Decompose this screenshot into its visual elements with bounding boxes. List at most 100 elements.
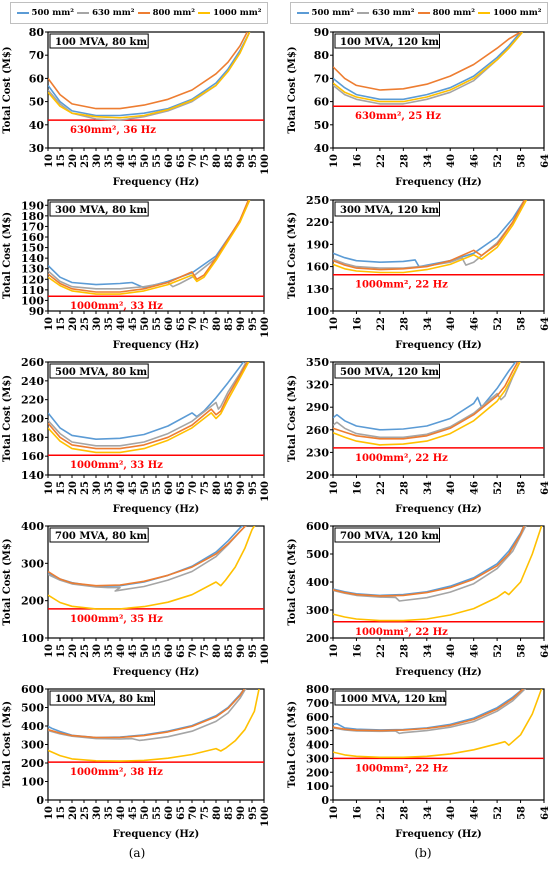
x-tick-label: 46 [470, 806, 481, 820]
x-tick-label: 46 [470, 317, 481, 331]
legend-entry: 800 mm² [137, 8, 195, 18]
y-tick-label: 110 [21, 284, 44, 297]
x-tick-label: 80 [212, 317, 223, 331]
x-tick-label: 25 [80, 806, 91, 820]
y-tick-label: 600 [21, 683, 44, 696]
legend-swatch [198, 12, 211, 14]
x-tick-label: 45 [128, 806, 139, 820]
x-tick-label: 34 [423, 154, 434, 168]
x-tick-label: 16 [352, 644, 363, 658]
y-tick-label: 600 [306, 520, 329, 533]
x-tick-label: 55 [152, 317, 163, 331]
series-line [48, 526, 256, 610]
y-axis-label: Total Cost (M$) [287, 701, 298, 788]
chart-title-box [49, 527, 149, 543]
legend-entry: 500 mm² [16, 8, 74, 18]
series-line [48, 32, 251, 117]
x-tick-label: 22 [376, 317, 387, 331]
x-tick-label: 70 [188, 317, 199, 331]
y-tick-label: 500 [306, 548, 329, 561]
x-tick-label: 90 [236, 154, 247, 168]
x-tick-label: 80 [212, 644, 223, 658]
chart-panel: 200 300 400 500 600 10 16 22 28 34 40 46 52 58 64 700 M… [287, 520, 550, 678]
legend-entry: 630 mm² [357, 8, 414, 18]
y-tick-label: 260 [21, 356, 44, 369]
chart-title: 700 MVA, 80 km [55, 531, 147, 542]
x-tick-label: 64 [540, 806, 550, 820]
chart-title-box [334, 363, 440, 379]
y-tick-label: 400 [21, 520, 44, 533]
chart-title: 100 MVA, 80 km [55, 37, 147, 48]
x-axis-label: Frequency (Hz) [113, 829, 199, 840]
y-tick-label: 300 [21, 557, 44, 570]
x-tick-label: 55 [152, 644, 163, 658]
series-line [48, 362, 245, 441]
x-tick-label: 34 [423, 481, 434, 495]
x-axis-label: Frequency (Hz) [113, 340, 199, 351]
x-tick-label: 30 [92, 481, 103, 495]
y-tick-label: 350 [306, 356, 329, 369]
series-line [333, 32, 522, 101]
x-tick-label: 64 [540, 154, 550, 168]
x-tick-label: 15 [56, 806, 67, 820]
y-tick-label: 100 [306, 305, 329, 318]
min-cost-annotation: 1000mm², 22 Hz [355, 280, 448, 291]
x-tick-label: 58 [517, 481, 528, 495]
y-axis-label: Total Cost (M$) [2, 212, 13, 299]
y-tick-label: 500 [21, 702, 44, 715]
series-line [333, 526, 525, 597]
y-tick-label: 200 [21, 413, 44, 426]
x-tick-label: 50 [140, 154, 151, 168]
series-group [48, 526, 256, 610]
chart-title: 300 MVA, 80 km [55, 205, 147, 216]
y-tick-label: 300 [21, 739, 44, 752]
y-axis-label: Total Cost (M$) [287, 212, 298, 299]
chart-title-box [49, 201, 149, 217]
plot-frame [332, 361, 545, 476]
chart-title-box [49, 690, 155, 706]
x-tick-label: 22 [376, 644, 387, 658]
legend-label: 500 mm² [31, 8, 74, 18]
series-line [333, 689, 525, 732]
legend-swatch [77, 12, 90, 14]
x-tick-label: 60 [164, 481, 175, 495]
legend-swatch [478, 12, 491, 14]
x-tick-label: 45 [128, 317, 139, 331]
x-tick-label: 64 [540, 644, 550, 658]
min-cost-annotation: 1000mm², 38 Hz [70, 767, 163, 778]
plot-frame [47, 31, 265, 149]
y-tick-label: 190 [306, 238, 329, 251]
y-tick-label: 500 [306, 725, 329, 738]
x-tick-label: 28 [399, 154, 410, 168]
x-tick-label: 65 [176, 154, 187, 168]
x-tick-label: 25 [80, 317, 91, 331]
series-line [333, 689, 543, 759]
plot-frame [332, 199, 545, 312]
y-tick-label: 150 [21, 242, 44, 255]
y-tick-label: 220 [306, 216, 329, 229]
x-tick-label: 75 [200, 317, 211, 331]
plot-frame [332, 31, 545, 149]
y-tick-label: 260 [306, 424, 329, 437]
x-tick-label: 28 [399, 806, 410, 820]
min-cost-annotation: 630mm², 36 Hz [70, 125, 156, 136]
x-tick-label: 64 [540, 481, 550, 495]
x-tick-label: 52 [493, 317, 504, 331]
y-tick-label: 100 [21, 776, 44, 789]
y-tick-label: 160 [306, 261, 329, 274]
x-tick-label: 25 [80, 644, 91, 658]
y-tick-label: 0 [36, 794, 44, 807]
x-tick-label: 90 [236, 806, 247, 820]
y-tick-label: 140 [21, 252, 44, 265]
x-tick-label: 30 [92, 317, 103, 331]
legend-label: 800 mm² [152, 8, 195, 18]
y-tick-label: 290 [306, 401, 329, 414]
x-tick-label: 10 [329, 317, 340, 331]
x-tick-label: 34 [423, 806, 434, 820]
x-tick-label: 45 [128, 481, 139, 495]
x-axis-label: Frequency (Hz) [395, 504, 481, 515]
x-tick-label: 40 [446, 644, 457, 658]
x-tick-label: 75 [200, 154, 211, 168]
x-tick-label: 64 [540, 317, 550, 331]
